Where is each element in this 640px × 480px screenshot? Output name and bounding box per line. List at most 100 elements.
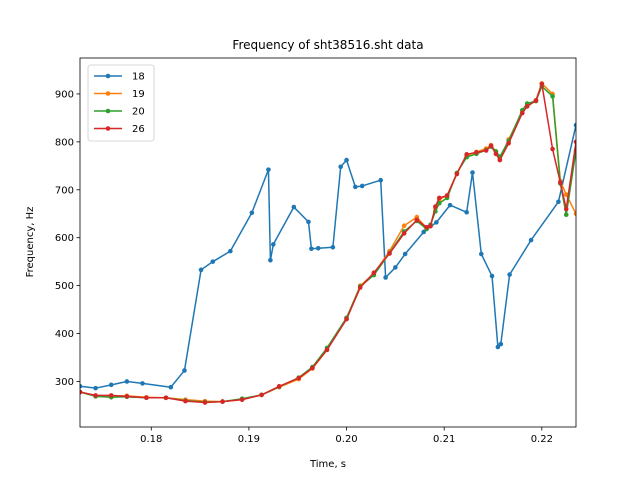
- legend-box: [87, 64, 155, 142]
- data-point-20: [550, 94, 555, 99]
- data-point-18: [393, 265, 398, 270]
- x-tick-label: 0.20: [335, 434, 357, 445]
- y-tick-label: 400: [55, 329, 74, 340]
- data-point-26: [464, 152, 469, 157]
- data-point-18: [108, 382, 114, 388]
- legend-label: 19: [132, 89, 145, 100]
- x-tick-label: 0.19: [238, 434, 260, 445]
- data-point-18: [495, 344, 501, 350]
- data-point-18: [383, 275, 388, 280]
- data-point-18: [228, 248, 233, 254]
- data-point-26: [497, 157, 503, 163]
- data-point-19: [563, 192, 569, 197]
- data-point-26: [357, 285, 363, 290]
- data-point-18: [291, 204, 297, 210]
- y-tick-label: 500: [55, 281, 74, 292]
- data-point-26: [506, 141, 511, 146]
- data-point-26: [573, 139, 576, 145]
- data-point-18: [124, 379, 130, 384]
- legend-swatch-marker: [105, 126, 111, 131]
- data-point-26: [533, 98, 539, 103]
- data-point-18: [182, 368, 187, 373]
- data-point-26: [433, 204, 438, 209]
- data-point-26: [371, 270, 377, 275]
- data-point-26: [108, 393, 114, 398]
- data-point-26: [259, 392, 264, 398]
- data-point-26: [344, 316, 349, 322]
- data-point-18: [266, 167, 271, 172]
- data-point-26: [444, 193, 450, 198]
- data-point-26: [550, 146, 555, 152]
- data-point-26: [387, 251, 392, 256]
- data-point-26: [144, 395, 149, 401]
- data-point-26: [524, 104, 530, 109]
- data-point-26: [296, 375, 302, 381]
- data-point-19: [401, 223, 407, 229]
- data-point-26: [80, 389, 83, 395]
- data-point-18: [489, 273, 495, 279]
- data-point-18: [140, 381, 145, 386]
- data-point-18: [271, 242, 276, 247]
- x-axis-ticks: 0.18 0.19 0.20 0.21 0.22: [140, 427, 553, 445]
- y-tick-label: 900: [55, 89, 74, 100]
- data-point-18: [315, 245, 321, 251]
- series-layer: [80, 81, 576, 405]
- y-axis-label: Frequency, Hz: [25, 207, 36, 278]
- data-point-26: [124, 394, 130, 399]
- data-point-18: [464, 210, 469, 215]
- data-point-26: [558, 180, 563, 185]
- series-line-18: [80, 124, 576, 389]
- data-point-18: [198, 267, 204, 273]
- data-point-26: [428, 223, 433, 229]
- legend-swatch-marker: [105, 108, 111, 114]
- data-point-18: [556, 199, 561, 205]
- data-point-26: [163, 395, 169, 401]
- data-point-26: [437, 195, 442, 201]
- data-point-19: [573, 211, 576, 217]
- legend-item-19: 19: [94, 89, 145, 100]
- data-point-18: [421, 229, 426, 235]
- legend-label: 26: [132, 124, 145, 135]
- data-point-26: [276, 383, 282, 389]
- y-axis-ticks: 300 400 500 600 700 800 900: [55, 89, 80, 388]
- legend-item-20: 20: [94, 107, 145, 118]
- data-point-26: [563, 206, 569, 212]
- data-point-18: [338, 164, 343, 170]
- data-point-18: [80, 383, 83, 389]
- x-axis-label: Time, s: [309, 459, 346, 470]
- data-point-18: [378, 177, 384, 183]
- data-point-26: [474, 150, 479, 155]
- data-point-26: [424, 224, 429, 230]
- data-point-18: [93, 385, 98, 391]
- data-point-26: [310, 365, 315, 371]
- data-point-18: [168, 384, 174, 390]
- x-tick-label: 0.22: [531, 434, 553, 445]
- data-point-20: [563, 212, 569, 218]
- data-point-26: [519, 110, 525, 116]
- legend-swatch-marker: [105, 91, 111, 96]
- data-point-26: [220, 399, 225, 404]
- data-point-18: [478, 251, 484, 257]
- data-point-18: [309, 246, 314, 252]
- x-tick-label: 0.18: [140, 434, 162, 445]
- data-point-26: [324, 347, 330, 353]
- chart-title: Frequency of sht38516.sht data: [232, 38, 423, 52]
- data-point-26: [454, 171, 460, 177]
- data-point-18: [573, 122, 576, 128]
- data-point-18: [268, 257, 273, 263]
- data-point-26: [183, 398, 188, 404]
- y-tick-label: 600: [55, 233, 74, 244]
- data-point-26: [401, 231, 407, 236]
- data-point-18: [359, 183, 365, 189]
- y-tick-label: 800: [55, 137, 74, 148]
- data-point-18: [344, 157, 349, 163]
- legend-label: 18: [132, 72, 145, 83]
- legend-item-18: 18: [94, 72, 145, 83]
- data-point-26: [483, 148, 489, 153]
- data-point-26: [539, 81, 545, 87]
- data-point-26: [488, 143, 494, 148]
- data-point-18: [470, 170, 475, 175]
- data-point-18: [434, 220, 439, 225]
- data-point-18: [498, 341, 504, 347]
- series-18: [80, 122, 576, 391]
